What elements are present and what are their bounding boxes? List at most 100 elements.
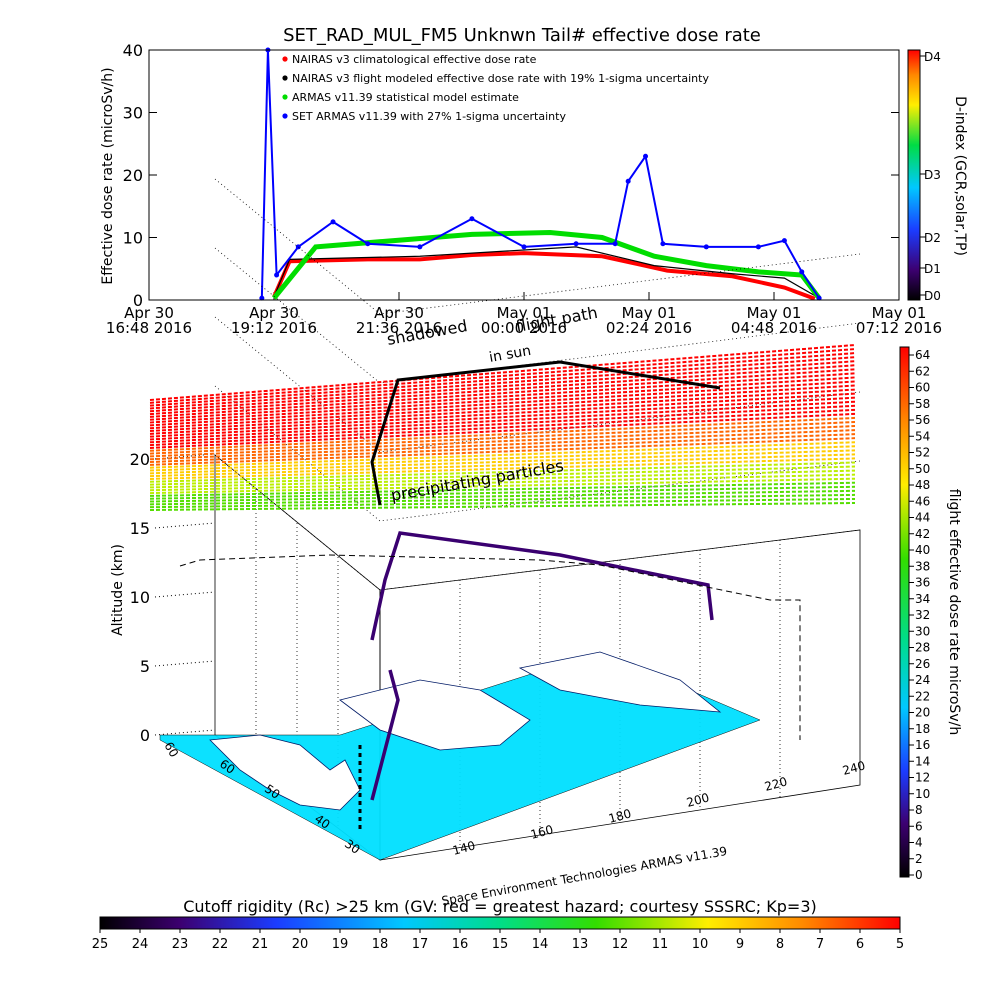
series-point (259, 295, 265, 301)
particle-layer-line (149, 380, 856, 427)
rigidity-tick-label: 6 (856, 937, 864, 952)
rigidity-tick-label: 25 (92, 937, 109, 952)
particle-layer-line (149, 429, 856, 461)
dose-tick-label: 0 (915, 868, 923, 882)
rigidity-tick-label: 16 (452, 937, 469, 952)
dose-tick-label: 52 (915, 446, 930, 460)
series-point (295, 244, 301, 250)
legend-marker (282, 94, 288, 100)
particle-layer-line (149, 465, 856, 486)
series-point (660, 241, 666, 247)
cutoff-rigidity-colorbar: Cutoff rigidity (Rc) >25 km (GV: red = g… (92, 897, 904, 952)
cutoff-rigidity-ticks: 25 24 23 22 21 20 19 18 17 16 15 14 13 12 11 10 9 8 7 6 5 (92, 929, 904, 952)
dose-tick-label: 22 (915, 689, 930, 703)
particle-layer-line (149, 493, 856, 506)
dose-tick-label: 64 (915, 348, 930, 362)
dindex-label: D-index (GCR,solar,TP) (952, 96, 968, 256)
rigidity-tick-label: 7 (816, 937, 824, 952)
dindex-tick-label: D1 (924, 262, 941, 276)
dose-rate-colorbar-bar (899, 346, 910, 878)
particle-layer-line (149, 408, 856, 447)
particle-layer-line (149, 489, 856, 503)
x-tick-label-time: 04:48 2016 (731, 319, 817, 337)
rigidity-tick-label: 15 (492, 937, 509, 952)
map-landmass-alaska (518, 651, 722, 713)
longitude-tick-label: 140 (451, 838, 477, 857)
dose-tick-label: 10 (915, 787, 930, 801)
dose-tick-label: 42 (915, 527, 930, 541)
rigidity-tick-label: 20 (292, 937, 309, 952)
series-line (273, 246, 820, 299)
dose-tick-label: 24 (915, 673, 930, 687)
rigidity-tick-label: 9 (736, 937, 744, 952)
particle-layer-line (149, 404, 856, 444)
particle-layer-line (149, 356, 856, 410)
x-tick-label-date: Apr 30 (374, 304, 424, 322)
particle-layer-line (149, 497, 856, 509)
altitude-tick-label: 5 (140, 657, 150, 676)
map-landmass-asia (209, 734, 361, 811)
overlay-in-sun: in sun (488, 343, 532, 366)
particle-layer-line (149, 396, 856, 438)
legend-entry: NAIRAS v3 flight modeled effective dose … (292, 72, 709, 85)
dose-tick-label: 20 (915, 706, 930, 720)
altitude-tick-label: 10 (130, 588, 150, 607)
rigidity-tick-label: 8 (776, 937, 784, 952)
dose-tick-label: 4 (915, 836, 923, 850)
rigidity-tick-label: 10 (692, 937, 709, 952)
x-tick-label-date: Apr 30 (249, 304, 299, 322)
series-point (521, 244, 527, 250)
dose-rate-colorbar: 0246810121416182022242628303234363840424… (899, 346, 962, 882)
particle-layer-line (149, 412, 856, 449)
particle-layer-line (149, 445, 856, 472)
dose-tick-label: 54 (915, 429, 930, 443)
x-tick-label-time: 00:00 2016 (481, 319, 567, 337)
x-tick-label-date: May 01 (622, 304, 677, 322)
x-tick-label-time: 21:36 2016 (356, 319, 442, 337)
x-tick-label-date: Apr 30 (124, 304, 174, 322)
y-tick-label: 10 (123, 229, 143, 248)
particle-layer-line (149, 344, 856, 401)
cutoff-rigidity-bar (99, 916, 901, 930)
top-chart: SET_RAD_MUL_FM5 Unknwn Tail# effective d… (100, 25, 942, 337)
particle-layer-line (149, 392, 856, 435)
top-chart-series (259, 47, 822, 301)
dose-tick-label: 34 (915, 592, 930, 606)
particle-layer-line (149, 473, 856, 492)
dose-tick-label: 38 (915, 559, 930, 573)
dose-tick-label: 6 (915, 819, 923, 833)
precipitating-particle-layer (149, 344, 856, 511)
rigidity-tick-label: 18 (372, 937, 389, 952)
rigidity-tick-label: 24 (132, 937, 149, 952)
particle-layer-line (149, 372, 856, 421)
dindex-tick-label: D4 (924, 50, 941, 64)
series-point (417, 244, 423, 250)
particle-layer-line (149, 364, 856, 416)
series-point (816, 295, 822, 301)
x-tick-label-time: 02:24 2016 (606, 319, 692, 337)
dose-tick-label: 62 (915, 364, 930, 378)
legend-entry: ARMAS v11.39 statistical model estimate (292, 91, 519, 104)
three-d-z-label: Altitude (km) (110, 544, 126, 636)
particle-layer-line (149, 469, 856, 489)
particle-layer-line (149, 481, 856, 497)
particle-layer-line (149, 433, 856, 464)
particle-layer-line (149, 457, 856, 480)
legend-entry: NAIRAS v3 climatological effective dose … (292, 53, 537, 66)
particle-layer-line (149, 384, 856, 430)
dindex-tick-label: D0 (924, 289, 941, 303)
longitude-tick-label: 160 (529, 822, 555, 841)
y-tick-label: 20 (123, 166, 143, 185)
dose-tick-label: 28 (915, 641, 930, 655)
grid-line (154, 729, 216, 736)
particle-layer-line (149, 360, 856, 413)
grid-line (154, 591, 216, 598)
dose-tick-label: 40 (915, 543, 930, 557)
y-tick-label: 30 (123, 104, 143, 123)
particle-layer-line (149, 388, 856, 433)
series-line (272, 251, 816, 301)
top-chart-y-label: Effective dose rate (microSv/h) (100, 67, 116, 284)
x-tick-label-date: May 01 (872, 304, 927, 322)
